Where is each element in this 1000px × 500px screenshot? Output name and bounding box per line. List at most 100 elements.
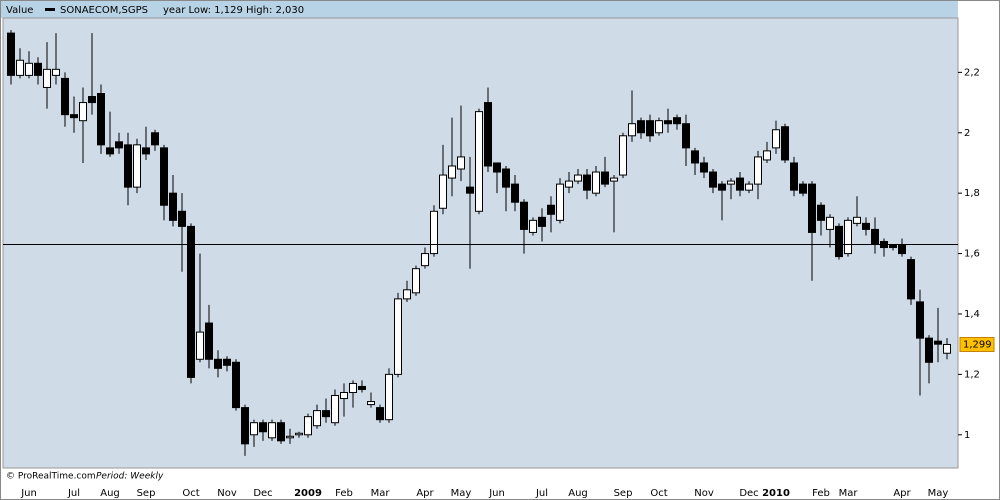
- candle-body: [43, 68, 51, 88]
- candle-body: [457, 156, 465, 170]
- x-tick-label: Dec: [253, 488, 272, 499]
- candle-body: [160, 147, 168, 206]
- x-tick-label: Aug: [568, 488, 588, 499]
- candle-body: [385, 373, 393, 421]
- candle-body: [304, 416, 312, 436]
- x-tick-label: Dec: [739, 488, 758, 499]
- x-tick-label: Jul: [67, 488, 80, 499]
- x-tick-label: Sep: [137, 488, 156, 499]
- legend-entry: SONAECOM,SGPS: [60, 5, 148, 16]
- candle-body: [898, 244, 906, 255]
- candle-body: [205, 322, 213, 360]
- candle-body: [34, 62, 42, 76]
- candle-body: [250, 422, 258, 436]
- candle-body: [547, 204, 555, 215]
- candle-body: [934, 340, 942, 345]
- candle-body: [403, 289, 411, 300]
- last-price-label: 1,299: [963, 339, 992, 350]
- candle-body: [754, 156, 762, 185]
- x-tick-label: Apr: [893, 488, 911, 499]
- candle-body: [763, 150, 771, 161]
- x-tick-label: Apr: [416, 488, 434, 499]
- x-tick-label: Jul: [535, 488, 548, 499]
- candle-body: [718, 183, 726, 191]
- candle-body: [511, 183, 519, 203]
- candle-body: [340, 391, 348, 400]
- candle-body: [349, 382, 357, 393]
- candle-body: [727, 180, 735, 185]
- candle-body: [745, 183, 753, 191]
- candle-body: [322, 410, 330, 418]
- candle-body: [358, 385, 366, 390]
- candle-body: [106, 147, 114, 155]
- candle-body: [412, 268, 420, 294]
- candle-body: [466, 186, 474, 194]
- candle-body: [799, 183, 807, 194]
- candle-body: [565, 180, 573, 188]
- candle-body: [493, 162, 501, 173]
- candle-body: [592, 171, 600, 194]
- candle-body: [844, 219, 852, 255]
- candle-body: [25, 62, 33, 76]
- candle-body: [439, 174, 447, 209]
- candle-body: [475, 111, 483, 212]
- candle-body: [133, 144, 141, 188]
- candle-body: [268, 422, 276, 439]
- candle-body: [79, 102, 87, 122]
- x-tick-label: Aug: [100, 488, 120, 499]
- candle-body: [214, 358, 222, 369]
- candle-body: [394, 298, 402, 375]
- header-bar: [1, 1, 958, 18]
- candle-body: [331, 395, 339, 424]
- candle-body: [574, 174, 582, 182]
- candle-body: [709, 171, 717, 188]
- y-tick-label: 1,6: [964, 249, 980, 260]
- candle-body: [628, 123, 636, 137]
- candle-body: [295, 432, 303, 436]
- candle-body: [538, 216, 546, 227]
- candle-body: [682, 123, 690, 149]
- candle-body: [115, 141, 123, 149]
- candle-body: [178, 210, 186, 227]
- candle-body: [835, 225, 843, 258]
- y-tick-label: 2: [964, 128, 970, 139]
- candle-body: [808, 183, 816, 233]
- candle-body: [925, 337, 933, 363]
- candle-body: [601, 171, 609, 185]
- candle-body: [124, 144, 132, 188]
- candle-body: [691, 150, 699, 164]
- candle-body: [583, 174, 591, 191]
- period: Period: Weekly: [96, 472, 164, 482]
- x-tick-label: Sep: [614, 488, 633, 499]
- candle-body: [259, 422, 267, 433]
- x-tick-label: Jun: [20, 488, 37, 499]
- candle-body: [673, 117, 681, 125]
- candle-body: [637, 120, 645, 134]
- candle-body: [196, 331, 204, 360]
- candle-body: [70, 114, 78, 119]
- x-tick-label: Feb: [812, 488, 830, 499]
- x-tick-label: Nov: [694, 488, 714, 499]
- candle-body: [223, 358, 231, 366]
- candle-body: [241, 407, 249, 445]
- candle-body: [187, 225, 195, 378]
- candle-body: [313, 410, 321, 427]
- candle-body: [655, 120, 663, 134]
- candle-body: [169, 192, 177, 221]
- candle-body: [142, 147, 150, 155]
- candle-body: [421, 253, 429, 267]
- candle-body: [7, 32, 15, 76]
- x-tick-label: Jun: [488, 488, 505, 499]
- candle-body: [529, 219, 537, 233]
- candle-body: [916, 301, 924, 339]
- candle-body: [367, 401, 375, 406]
- y-tick-label: 1,8: [964, 188, 980, 199]
- candle-body: [277, 422, 285, 442]
- candle-body: [700, 162, 708, 173]
- candle-body: [520, 201, 528, 230]
- y-tick-label: 1,4: [964, 309, 980, 320]
- x-tick-label: Mar: [371, 488, 391, 499]
- candle-body: [556, 183, 564, 221]
- plot-area: [2, 17, 959, 469]
- candle-body: [376, 407, 384, 421]
